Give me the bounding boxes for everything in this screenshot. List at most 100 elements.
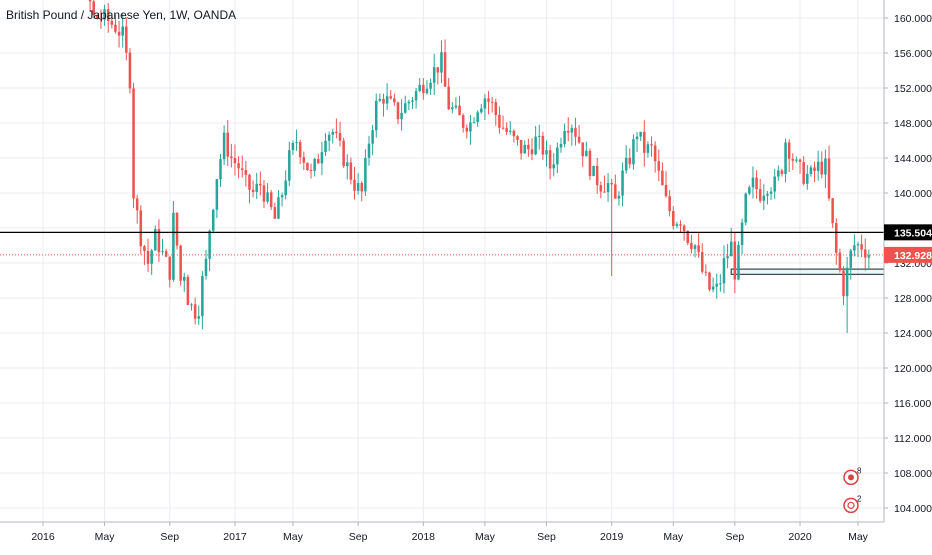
candle-up [693, 245, 697, 249]
candle-down [143, 246, 146, 252]
event-marker-count: 2 [857, 494, 862, 503]
candle-down [516, 136, 519, 140]
candle-up [284, 180, 287, 196]
candle-down [603, 191, 606, 193]
candle-up [451, 107, 454, 110]
candle-down [628, 157, 632, 165]
candle-up [429, 82, 432, 89]
horizontal-levels [0, 231, 884, 256]
candle-down [248, 174, 251, 190]
candle-up [806, 173, 809, 184]
candle-up [751, 177, 755, 188]
candle-up [715, 283, 719, 287]
candle-up [585, 150, 588, 157]
candle-up [592, 165, 595, 177]
candle-up [411, 100, 414, 102]
candle-up [277, 197, 280, 219]
candle-up [809, 167, 813, 174]
candle-down [335, 131, 338, 134]
candle-down [512, 130, 516, 137]
candle-down [244, 169, 248, 175]
candle-down [353, 179, 356, 191]
candle-down [349, 162, 353, 180]
price-axis: 160.000 156.000 152.000 148.000 144.000 140.0… [883, 0, 932, 550]
event-marker-dot [847, 501, 855, 509]
candle-up [295, 142, 298, 144]
price-tick-label: 104.000 [894, 503, 932, 515]
candle-down [443, 52, 447, 87]
candle-up [103, 9, 106, 20]
candle-down [834, 223, 838, 253]
candle-down [791, 158, 795, 161]
level-price-badge [884, 224, 932, 241]
candle-down [382, 99, 385, 104]
candle-up [675, 224, 679, 227]
candle-down [530, 149, 534, 155]
candle-down [92, 1, 95, 16]
candle-down [226, 132, 230, 157]
candle-up [849, 250, 853, 268]
candle-up [425, 88, 429, 94]
candle-down [657, 161, 661, 171]
candle-down [653, 145, 657, 162]
time-tick-label: May [95, 531, 116, 543]
candle-up [266, 192, 269, 202]
time-tick-label: 2018 [412, 531, 436, 543]
candle-up [559, 143, 563, 148]
candle-down [233, 158, 237, 164]
candle-up [476, 112, 479, 123]
candle-up [215, 179, 219, 210]
candle-down [831, 198, 834, 224]
candle-down [820, 161, 824, 175]
candle-down [610, 183, 613, 185]
candle-up [845, 267, 849, 297]
candle-down [758, 189, 762, 201]
time-tick-label: May [848, 531, 869, 543]
candle-down [519, 139, 523, 154]
candle-down [193, 304, 197, 319]
candle-down [186, 276, 190, 305]
candle-down [302, 157, 306, 163]
candle-down [487, 98, 490, 102]
candle-up [744, 193, 747, 223]
candles [88, 0, 871, 333]
candle-up [182, 276, 186, 281]
candle-up [255, 183, 258, 192]
candle-up [190, 304, 193, 306]
candle-down [132, 88, 135, 199]
candle-down [541, 135, 545, 155]
candle-up [867, 255, 871, 258]
candle-down [99, 18, 103, 20]
candle-up [204, 258, 208, 276]
support-zone-box [730, 268, 899, 275]
candle-down [566, 130, 570, 133]
grid [0, 0, 884, 522]
time-axis-background [0, 522, 932, 550]
candle-down [860, 244, 863, 250]
candle-down [128, 52, 132, 89]
candle-down [273, 207, 277, 219]
price-tick-label: 160.000 [894, 13, 932, 25]
candle-down [175, 212, 179, 246]
candle-up [563, 130, 566, 144]
candle-up [172, 212, 175, 280]
candle-down [135, 198, 139, 211]
candle-down [465, 127, 469, 132]
candle-up [762, 195, 766, 201]
candle-up [280, 195, 284, 198]
candle-down [802, 162, 805, 184]
time-tick-label: 2019 [600, 531, 624, 543]
candle-up [748, 187, 751, 194]
candle-down [708, 272, 711, 290]
symbol-title: British Pound / Japanese Yen, 1W, OANDA [6, 8, 237, 22]
candle-down [838, 252, 842, 271]
price-tick-label: 116.000 [894, 398, 931, 410]
candle-down [317, 159, 320, 164]
candle-down [259, 183, 262, 186]
candle-up [371, 130, 374, 144]
candle-down [306, 162, 309, 171]
candle-up [150, 250, 153, 264]
candle-up [364, 157, 367, 192]
